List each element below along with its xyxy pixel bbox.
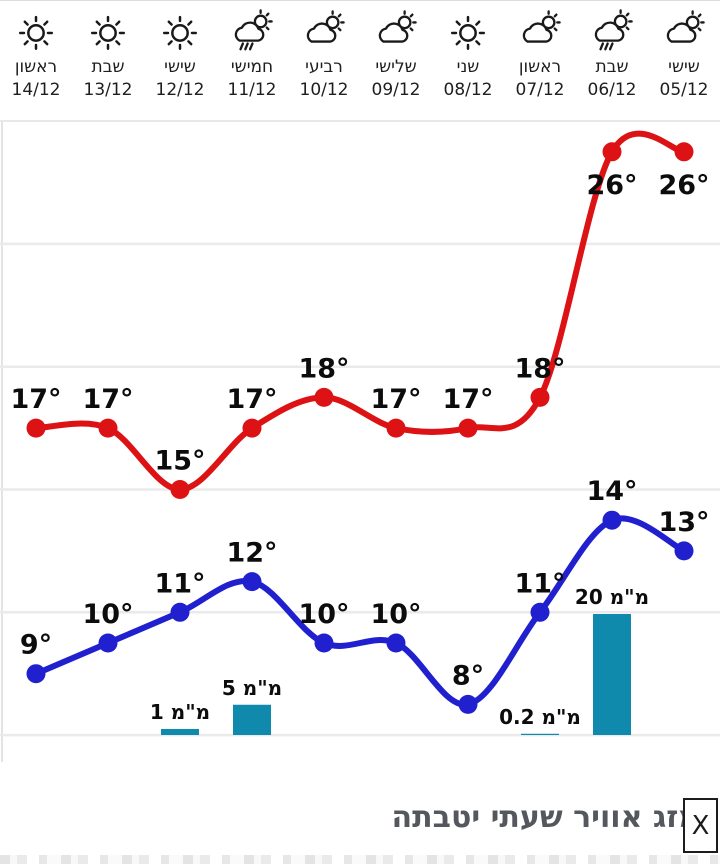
day-column[interactable]: שני 08/12: [432, 1, 504, 120]
svg-text:18°: 18°: [514, 353, 565, 384]
sun-icon: [157, 8, 203, 56]
svg-text:מ"מ 1: מ"מ 1: [150, 700, 210, 724]
svg-text:מ"מ 5: מ"מ 5: [222, 676, 282, 700]
sun-icon: [445, 8, 491, 56]
day-label: חמישי: [230, 57, 274, 77]
cut-off-text-strip: [0, 855, 720, 864]
date-label: 08/12: [443, 80, 493, 101]
day-label: שישי: [164, 57, 196, 77]
date-label: 14/12: [11, 80, 61, 101]
svg-text:13°: 13°: [658, 507, 709, 538]
day-label: ראשון: [14, 57, 58, 77]
day-column[interactable]: שישי 12/12: [144, 1, 216, 120]
svg-text:26°: 26°: [658, 170, 709, 201]
day-column[interactable]: ראשון 14/12: [0, 1, 72, 120]
chart-left-edge-line: [1, 114, 3, 762]
rain-sun-icon: [589, 8, 635, 56]
svg-text:10°: 10°: [298, 599, 349, 630]
svg-text:17°: 17°: [226, 384, 277, 415]
date-label: 05/12: [659, 80, 709, 101]
date-label: 13/12: [83, 80, 133, 101]
svg-text:8°: 8°: [452, 660, 484, 691]
svg-text:11°: 11°: [514, 568, 565, 599]
cloud-sun-icon: [517, 8, 563, 56]
cloud-sun-icon: [661, 8, 707, 56]
day-column[interactable]: חמישי 11/12: [216, 1, 288, 120]
date-label: 07/12: [515, 80, 565, 101]
day-column[interactable]: רביעי 10/12: [288, 1, 360, 120]
date-label: 09/12: [371, 80, 421, 101]
svg-text:מ"מ 20: מ"מ 20: [575, 585, 649, 609]
day-label: רביעי: [305, 57, 343, 77]
day-label: ראשון: [518, 57, 562, 77]
svg-text:17°: 17°: [370, 384, 421, 415]
forecast-chart: מ"מ 1 מ"מ 5 מ"מ 0.2 מ"מ 20 17° 17° 15° 17° 18° 17…: [0, 130, 720, 737]
svg-text:9°: 9°: [20, 630, 52, 661]
rain-sun-icon: [229, 8, 275, 56]
forecast-days-header: ראשון 14/12 שבת 13/12 שישי 12/12 חמישי 1…: [0, 1, 720, 122]
svg-text:18°: 18°: [298, 353, 349, 384]
day-column[interactable]: שבת 13/12: [72, 1, 144, 120]
svg-text:17°: 17°: [82, 384, 133, 415]
close-button[interactable]: X: [683, 798, 718, 853]
svg-text:15°: 15°: [154, 446, 205, 477]
page-title: מזג אוויר שעתי יטבתה: [391, 800, 700, 835]
day-label: שישי: [668, 57, 700, 77]
day-column[interactable]: שישי 05/12: [648, 1, 720, 120]
sun-icon: [85, 8, 131, 56]
date-label: 10/12: [299, 80, 349, 101]
day-label: שבת: [91, 57, 125, 77]
svg-text:11°: 11°: [154, 568, 205, 599]
svg-text:14°: 14°: [586, 476, 637, 507]
cloud-sun-icon: [373, 8, 419, 56]
svg-text:17°: 17°: [442, 384, 493, 415]
svg-text:12°: 12°: [226, 538, 277, 569]
date-label: 12/12: [155, 80, 205, 101]
svg-text:26°: 26°: [586, 170, 637, 201]
day-column[interactable]: ראשון 07/12: [504, 1, 576, 120]
day-label: שלישי: [375, 57, 417, 77]
svg-text:10°: 10°: [370, 599, 421, 630]
day-label: שבת: [595, 57, 629, 77]
svg-text:10°: 10°: [82, 599, 133, 630]
day-column[interactable]: שבת 06/12: [576, 1, 648, 120]
date-label: 11/12: [227, 80, 277, 101]
sun-icon: [13, 8, 59, 56]
day-column[interactable]: שלישי 09/12: [360, 1, 432, 120]
svg-text:מ"מ 0.2: מ"מ 0.2: [499, 705, 581, 729]
svg-text:17°: 17°: [10, 384, 61, 415]
cloud-sun-icon: [301, 8, 347, 56]
date-label: 06/12: [587, 80, 637, 101]
day-label: שני: [456, 57, 480, 77]
